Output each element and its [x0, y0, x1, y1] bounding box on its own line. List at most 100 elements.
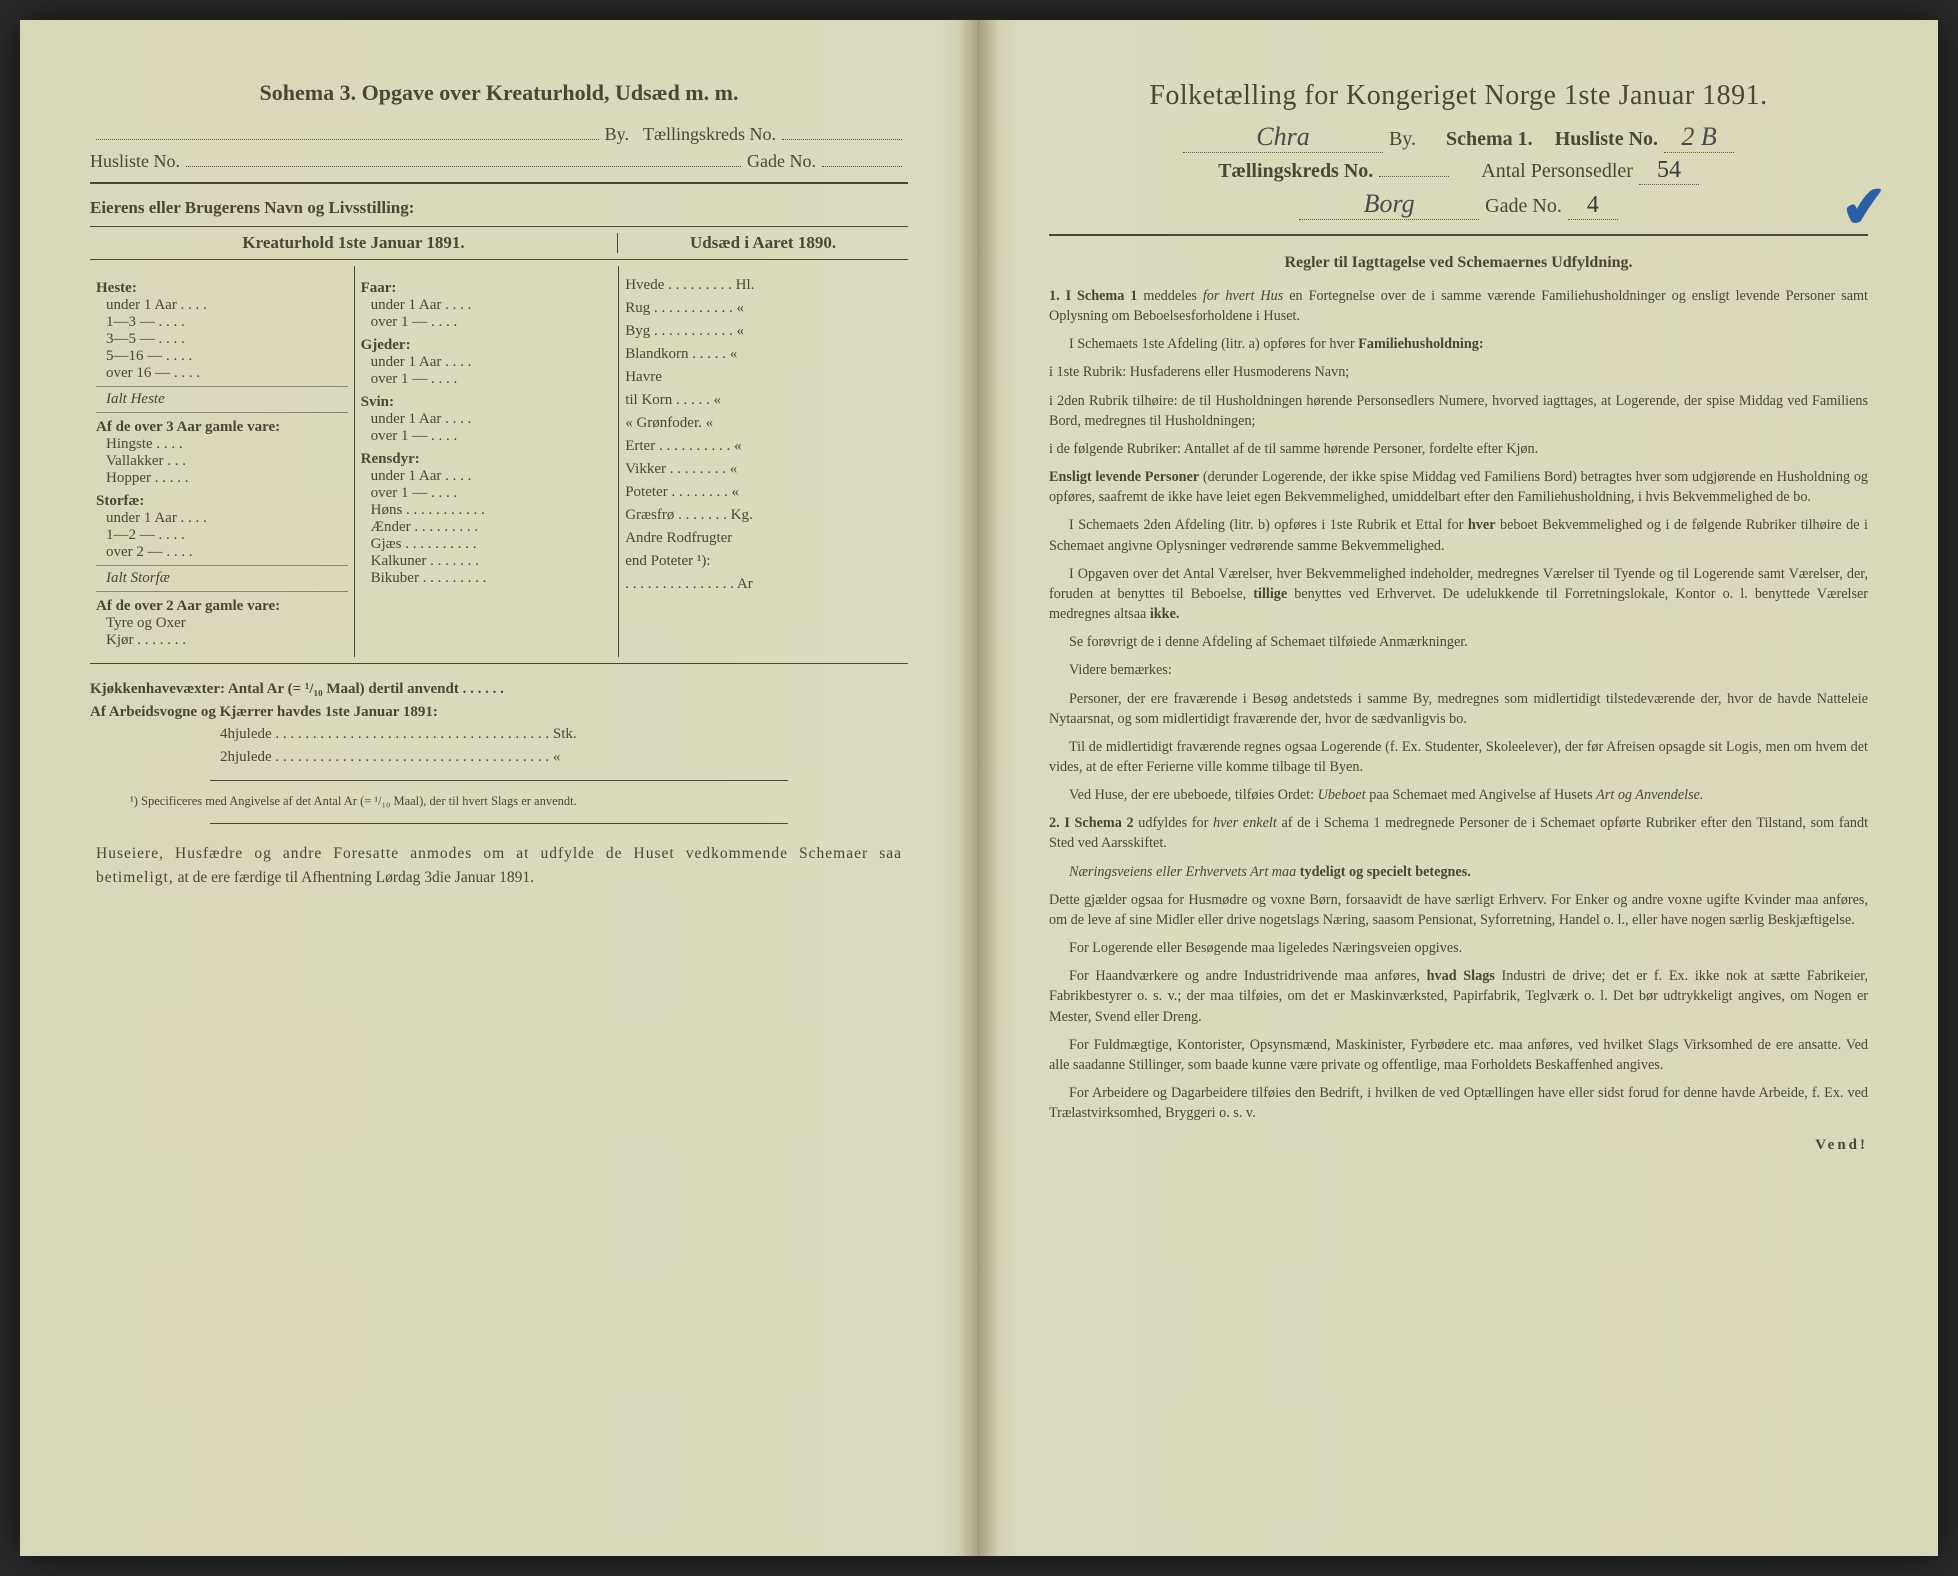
- left-title: Sohema 3. Opgave over Kreaturhold, Udsæd…: [90, 80, 908, 106]
- ledger-item: under 1 Aar . . . .: [96, 297, 348, 314]
- owner-label: Eierens eller Brugerens Navn og Livsstil…: [90, 198, 908, 218]
- kreds-label: Tællingskreds No.: [1218, 160, 1373, 183]
- ledger-col-1: Heste:under 1 Aar . . . .1—3 — . . . .3—…: [90, 266, 355, 657]
- t: I Schemaets 2den Afdeling (litr. b) opfø…: [1069, 517, 1468, 533]
- t: Dette gjælder ogsaa for Husmødre og voxn…: [1049, 890, 1868, 930]
- t: Ved Huse, der ere ubeboede, tilføies Ord…: [1069, 787, 1318, 803]
- document-spread: Sohema 3. Opgave over Kreaturhold, Udsæd…: [20, 20, 1938, 1556]
- udsaed-item: Hvede . . . . . . . . . Hl.: [625, 274, 902, 297]
- t: Personer, der ere fraværende i Besøg and…: [1049, 689, 1868, 729]
- kjokken-line: Kjøkkenhavevæxter: Antal Ar (= ¹/₁₀ Maal…: [90, 681, 504, 697]
- gade-handwritten: 4: [1568, 192, 1618, 220]
- ledger-item: Hingste . . . .: [96, 436, 348, 453]
- ledger-group-head: Af de over 2 Aar gamle vare:: [96, 598, 348, 615]
- ledger-item: under 1 Aar . . . .: [361, 297, 613, 314]
- husliste-label: Husliste No.: [90, 151, 180, 172]
- closing-text: Huseiere, Husfædre og andre Foresatte an…: [90, 842, 908, 890]
- col-head-left: Kreaturhold 1ste Januar 1891.: [90, 233, 618, 253]
- ledger-item: Bikuber . . . . . . . . .: [361, 570, 613, 587]
- ledger-group-head: Rensdyr:: [361, 451, 613, 468]
- ledger-item: over 1 — . . . .: [361, 428, 613, 445]
- t: Se forøvrigt de i denne Afdeling af Sche…: [1049, 632, 1868, 652]
- left-line-by: By. Tællingskreds No.: [90, 124, 908, 145]
- udsaed-item: Erter . . . . . . . . . . «: [625, 435, 902, 458]
- gade-label: Gade No.: [1485, 195, 1562, 218]
- ledger-item: Hopper . . . . .: [96, 470, 348, 487]
- rule: [90, 226, 908, 227]
- ledger-col-2: Faar:under 1 Aar . . . .over 1 — . . . .…: [355, 266, 620, 657]
- udsaed-item: end Poteter ¹):: [625, 550, 902, 573]
- udsaed-item: Havre: [625, 366, 902, 389]
- arbeids-4: 4hjulede . . . . . . . . . . . . . . . .…: [90, 723, 908, 746]
- line-kreds: Tællingskreds No. Antal Personsedler 54: [1049, 157, 1868, 185]
- udsaed-item: « Grønfoder. «: [625, 412, 902, 435]
- ledger-item: Ænder . . . . . . . . .: [361, 519, 613, 536]
- kreds-blank: [1379, 176, 1449, 177]
- ledger-item: 1—2 — . . . .: [96, 527, 348, 544]
- udsaed-item: Blandkorn . . . . . «: [625, 343, 902, 366]
- t: i de følgende Rubriker: Antallet af de t…: [1049, 439, 1868, 459]
- closing-b: at de ere færdige til Afhentning Lørdag …: [174, 869, 534, 886]
- t: For Arbeidere og Dagarbeidere tilføies d…: [1049, 1083, 1868, 1123]
- t: For Logerende eller Besøgende maa ligele…: [1049, 938, 1868, 958]
- t: udfyldes for: [1134, 815, 1213, 831]
- ledger-group-head: Heste:: [96, 280, 348, 297]
- t: Næringsveiens eller Erhvervets Art maa: [1069, 864, 1300, 880]
- t: For Fuldmægtige, Kontorister, Opsynsmænd…: [1049, 1035, 1868, 1075]
- t: I Schemaets 1ste Afdeling (litr. a) opfø…: [1069, 336, 1358, 352]
- right-title: Folketælling for Kongeriget Norge 1ste J…: [1049, 80, 1868, 112]
- bottom-block: Kjøkkenhavevæxter: Antal Ar (= ¹/₁₀ Maal…: [90, 678, 908, 768]
- t: 2. I Schema 2: [1049, 815, 1134, 831]
- schema-label: Schema 1.: [1446, 128, 1533, 151]
- col-head-right: Udsæd i Aaret 1890.: [618, 233, 908, 253]
- ledger-item: under 1 Aar . . . .: [361, 411, 613, 428]
- t: tydeligt og specielt betegnes.: [1300, 864, 1471, 880]
- rules-body: 1. I Schema 1 meddeles for hvert Hus en …: [1049, 286, 1868, 1123]
- t: Ensligt levende Personer: [1049, 469, 1199, 485]
- ledger-body: Heste:under 1 Aar . . . .1—3 — . . . .3—…: [90, 266, 908, 657]
- t: ikke.: [1150, 606, 1180, 622]
- vend-label: Vend!: [1049, 1137, 1868, 1154]
- arbeids-2: 2hjulede . . . . . . . . . . . . . . . .…: [90, 746, 908, 769]
- left-page: Sohema 3. Opgave over Kreaturhold, Udsæd…: [20, 20, 979, 1556]
- arbeids-label: Af Arbeidsvogne og Kjærrer havdes 1ste J…: [90, 704, 438, 720]
- udsaed-item: Byg . . . . . . . . . . . «: [625, 320, 902, 343]
- by-label: By.: [605, 124, 629, 145]
- rule: [90, 182, 908, 184]
- ledger-item: over 1 — . . . .: [361, 314, 613, 331]
- rule: [90, 259, 908, 260]
- ledger-item: Høns . . . . . . . . . . .: [361, 502, 613, 519]
- ledger-group-head: Faar:: [361, 280, 613, 297]
- ledger-item: over 2 — . . . .: [96, 544, 348, 561]
- rules-title: Regler til Iagttagelse ved Schemaernes U…: [1049, 254, 1868, 272]
- t: i 2den Rubrik tilhøire: de til Husholdni…: [1049, 391, 1868, 431]
- udsaed-item: Andre Rodfrugter: [625, 527, 902, 550]
- rule: [90, 663, 908, 664]
- ledger-header: Kreaturhold 1ste Januar 1891. Udsæd i Aa…: [90, 233, 908, 253]
- t: Videre bemærkes:: [1049, 660, 1868, 680]
- left-line-husliste: Husliste No. Gade No.: [90, 151, 908, 172]
- udsaed-item: til Korn . . . . . «: [625, 389, 902, 412]
- street-handwritten: Borg: [1299, 189, 1479, 220]
- ledger-subtotal: Ialt Storfæ: [96, 570, 348, 587]
- kreds-label: Tællingskreds No.: [643, 124, 776, 145]
- udsaed-item: . . . . . . . . . . . . . . . Ar: [625, 573, 902, 596]
- husliste-label: Husliste No.: [1555, 128, 1658, 151]
- ledger-item: under 1 Aar . . . .: [361, 354, 613, 371]
- t: hver enkelt: [1213, 815, 1277, 831]
- ledger-group-head: Svin:: [361, 394, 613, 411]
- t: Til de midlertidigt fraværende regnes og…: [1049, 737, 1868, 777]
- right-page: Folketælling for Kongeriget Norge 1ste J…: [979, 20, 1938, 1556]
- city-handwritten: Chra: [1183, 122, 1383, 153]
- t: 1. I Schema 1: [1049, 288, 1137, 304]
- t: for hvert Hus: [1203, 288, 1283, 304]
- udsaed-item: Græsfrø . . . . . . . Kg.: [625, 504, 902, 527]
- antal-handwritten: 54: [1639, 157, 1699, 185]
- ledger-item: 5—16 — . . . .: [96, 348, 348, 365]
- antal-label: Antal Personsedler: [1481, 160, 1633, 183]
- ledger-item: Tyre og Oxer: [96, 615, 348, 632]
- rule: [1049, 234, 1868, 236]
- footnote: ¹) Specificeres med Angivelse af det Ant…: [130, 793, 868, 811]
- t: hver: [1468, 517, 1496, 533]
- t: tillige: [1253, 586, 1287, 602]
